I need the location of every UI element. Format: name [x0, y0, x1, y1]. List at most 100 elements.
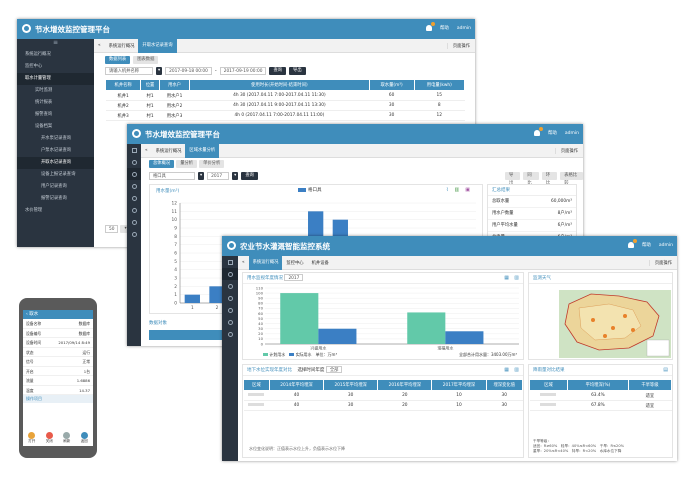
back-icon[interactable]: ‹: [26, 312, 28, 317]
year-select[interactable]: 2017: [284, 274, 304, 281]
year-select[interactable]: 2017: [207, 172, 230, 180]
sub-tab-price[interactable]: 单价分析: [199, 160, 225, 168]
nav-icon-monitor[interactable]: [127, 180, 141, 192]
menu-item-metering[interactable]: 取水计量管理: [17, 73, 94, 85]
search-input[interactable]: 请输入机井名称: [105, 67, 153, 75]
sub-tab-list[interactable]: 数据列表: [105, 56, 131, 64]
user-name[interactable]: admin: [456, 25, 471, 31]
query-button[interactable]: 查询: [241, 172, 258, 180]
station-marker[interactable]: [611, 326, 615, 330]
menu-item-reports[interactable]: 统计报表: [35, 100, 53, 105]
page-size-select[interactable]: 50: [105, 225, 119, 233]
bell-icon[interactable]: [627, 239, 637, 248]
line-chart-icon[interactable]: ⌇: [446, 187, 449, 193]
bell-icon[interactable]: [533, 127, 543, 136]
table-view-icon[interactable]: ▦: [504, 367, 509, 373]
search-dropdown[interactable]: ▾: [156, 67, 163, 75]
user-name[interactable]: admin: [658, 242, 673, 248]
page-ops-button[interactable]: 页面操作: [554, 147, 583, 154]
menu-item-overview[interactable]: 系统运行概况: [25, 52, 51, 57]
table-row[interactable]: 40 30 20 10 30: [243, 390, 523, 401]
user-name[interactable]: admin: [564, 130, 579, 136]
chart-view-icon[interactable]: ▥: [514, 367, 519, 373]
date-from-field[interactable]: 2017-09-18 00:00: [165, 67, 212, 75]
menu-item-alarm-record[interactable]: 报警记录查询: [41, 196, 67, 201]
station-marker[interactable]: [631, 328, 635, 332]
nav-icon-alarm[interactable]: [222, 316, 238, 328]
region-map[interactable]: [529, 284, 674, 360]
table-row[interactable]: 机井1 村1 用水户1 4h 30 (2017.04.11 7:00-2017.04.…: [105, 90, 465, 101]
page-ops-button[interactable]: 页面操作: [648, 259, 677, 266]
nav-icon-report[interactable]: [222, 304, 238, 316]
nav-icon-settings[interactable]: [127, 216, 141, 228]
station-marker[interactable]: [623, 314, 627, 318]
menu-item-device-report[interactable]: 设备上报记录查询: [41, 172, 76, 177]
action-refresh[interactable]: 刷新: [63, 432, 71, 444]
query-button[interactable]: 查询: [269, 67, 287, 75]
tab-area-analysis[interactable]: 区域水量分析: [185, 143, 220, 158]
sub-tab-overview[interactable]: 总体概况: [149, 160, 175, 168]
bell-icon[interactable]: [425, 22, 435, 31]
area-dropdown-icon[interactable]: ▾: [198, 172, 205, 180]
year-dropdown-icon[interactable]: ▾: [232, 172, 239, 180]
nav-icon-metering[interactable]: [127, 168, 141, 180]
menu-item-user-record[interactable]: 用户记录查询: [41, 184, 67, 189]
area-select[interactable]: 格口具: [149, 172, 195, 180]
tab-well-device[interactable]: 机井设备: [311, 260, 329, 266]
menu-item-alarm[interactable]: 报警查询: [35, 112, 53, 117]
date-to-field[interactable]: 2017-09-19 00:00: [219, 67, 267, 75]
tab-monitor[interactable]: 监控中心: [286, 260, 304, 266]
help-link[interactable]: 帮助: [439, 26, 449, 31]
menu-toggle-icon[interactable]: ≡: [52, 39, 59, 46]
compare-button[interactable]: 表格比较: [560, 172, 583, 186]
tab-overview[interactable]: 系统运行概况: [248, 255, 283, 270]
nav-icon-device[interactable]: [222, 292, 238, 304]
station-marker[interactable]: [603, 334, 607, 338]
station-marker[interactable]: [591, 318, 595, 322]
nav-icon-device[interactable]: [127, 192, 141, 204]
tab-prev-icon[interactable]: «: [98, 43, 101, 48]
menu-item-price[interactable]: 水价管理: [25, 208, 43, 213]
bar-chart-icon[interactable]: ▥: [454, 187, 460, 193]
help-link[interactable]: 帮助: [641, 243, 651, 248]
menu-item-water-record[interactable]: 开取水记录查询: [17, 157, 94, 169]
sub-tab-chart[interactable]: 图表数据: [133, 56, 159, 64]
table-view-icon[interactable]: ▦: [504, 275, 509, 281]
export-icon[interactable]: ▤: [663, 367, 668, 373]
mom-button[interactable]: 环比: [541, 172, 558, 186]
table-row[interactable]: 机井3 村1 用水户3 4h 0 (2017.04.11 7:00-2017.04.1…: [105, 110, 465, 121]
table-row[interactable]: 67.8% 适宜: [529, 400, 672, 411]
action-close[interactable]: 关闭: [45, 432, 53, 444]
yoy-button[interactable]: 同比: [523, 172, 539, 186]
page-ops-button[interactable]: 页面操作: [446, 42, 475, 49]
table-row[interactable]: 63.4% 适宜: [529, 390, 672, 401]
period-select[interactable]: 全部: [325, 366, 343, 373]
menu-toggle-icon[interactable]: [127, 144, 141, 156]
nav-icon-report[interactable]: [127, 204, 141, 216]
menu-toggle-icon[interactable]: [222, 256, 238, 268]
menu-item-monitor[interactable]: 监控中心: [25, 64, 43, 69]
export-button[interactable]: 导出: [505, 172, 521, 186]
menu-item-pump-record[interactable]: 开水泵记录查询: [41, 136, 72, 141]
tab-home[interactable]: 系统运行概况: [155, 148, 182, 154]
tab-prev-icon[interactable]: «: [145, 148, 148, 153]
action-open[interactable]: 打开: [28, 432, 36, 444]
nav-icon-overview[interactable]: [127, 156, 141, 168]
tab-water-record[interactable]: 开取水记录查询: [138, 38, 177, 53]
help-link[interactable]: 帮助: [547, 131, 557, 136]
table-row[interactable]: 机井2 村1 用水户2 4h 30 (2017.04.11 9:00-2017.04.…: [105, 100, 465, 111]
chart-view-icon[interactable]: ▥: [514, 275, 519, 281]
page-size-dropdown-icon[interactable]: ▾: [120, 225, 131, 233]
sub-tab-volume[interactable]: 量分析: [176, 160, 198, 168]
action-back[interactable]: 返回: [80, 432, 88, 444]
tab-home[interactable]: 系统运行概况: [108, 43, 135, 49]
nav-icon-settings[interactable]: [222, 328, 238, 340]
nav-icon-price[interactable]: [127, 228, 141, 240]
table-row[interactable]: 40 30 20 10 30: [243, 400, 523, 411]
export-button[interactable]: 导出: [289, 67, 306, 75]
nav-icon-overview[interactable]: [222, 268, 238, 280]
menu-item-archive[interactable]: 设备档案: [35, 124, 53, 129]
menu-item-user-pump[interactable]: 户泵水记录查询: [41, 148, 72, 153]
nav-icon-monitor[interactable]: [222, 280, 238, 292]
save-image-icon[interactable]: ▣: [465, 187, 470, 193]
